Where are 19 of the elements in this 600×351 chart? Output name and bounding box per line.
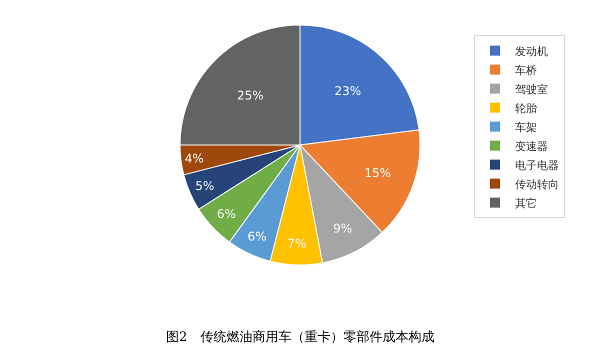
- legend-label: 轮胎: [515, 102, 537, 115]
- legend-label: 电子电器: [515, 158, 559, 172]
- data-label: 7%: [287, 236, 306, 250]
- data-label: 6%: [216, 207, 236, 222]
- data-label: 23%: [334, 84, 362, 98]
- legend-label: 驾驶室: [515, 82, 548, 96]
- legend-label: 车桥: [515, 64, 537, 77]
- data-label: 9%: [333, 222, 352, 236]
- data-label: 4%: [184, 151, 204, 166]
- data-label: 6%: [247, 229, 266, 244]
- data-label: 25%: [236, 88, 264, 102]
- legend-label: 其它: [515, 196, 537, 210]
- legend-label: 车架: [515, 120, 537, 134]
- data-label: 15%: [364, 166, 391, 180]
- legend-label: 发动机: [515, 44, 548, 58]
- legend-label: 传动转向: [515, 178, 559, 191]
- legend-label: 变速器: [515, 140, 548, 153]
- data-label: 5%: [195, 179, 214, 194]
- text: 图2 传统燃油商用车（重卡）零部件成本构成: [166, 330, 434, 345]
